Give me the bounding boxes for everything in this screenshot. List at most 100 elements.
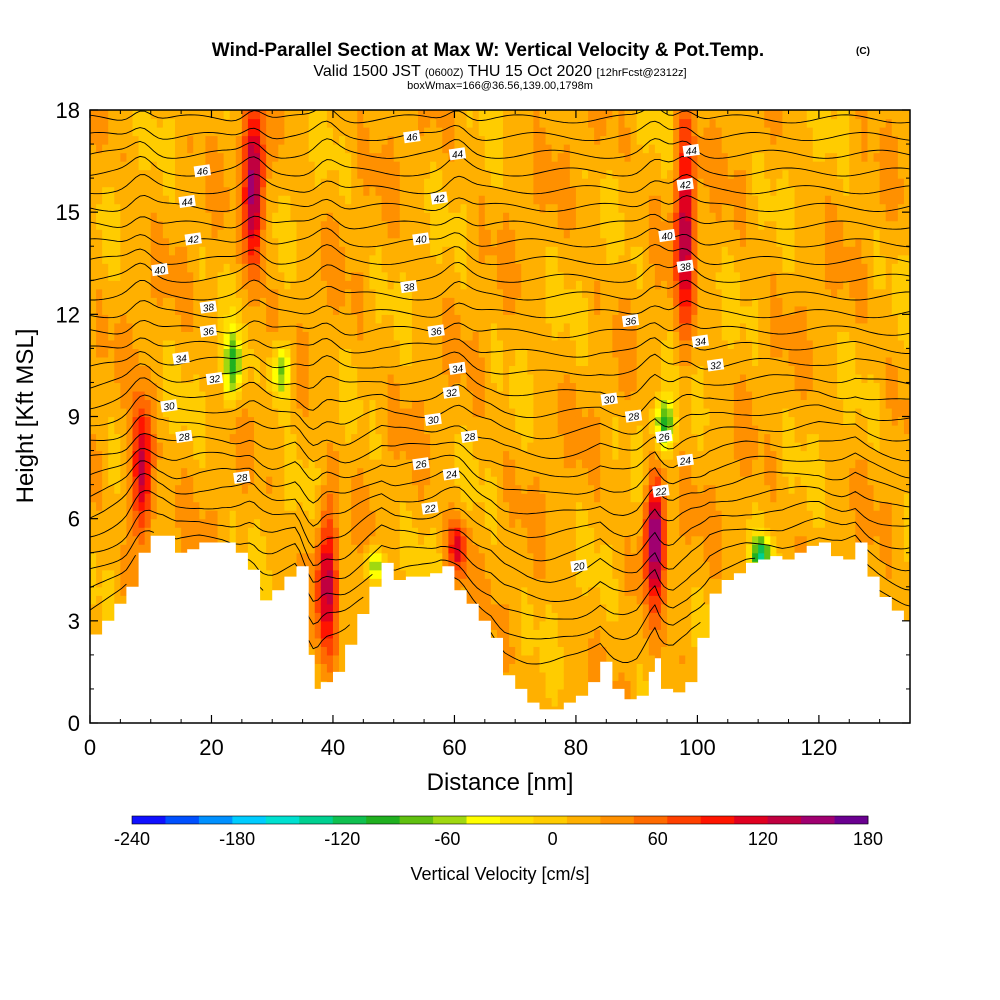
heatmap-cell — [260, 450, 267, 460]
heatmap-cell — [490, 450, 498, 460]
heatmap-cell — [326, 476, 334, 486]
heatmap-cell — [496, 467, 504, 477]
heatmap-cell — [260, 237, 267, 247]
heatmap-cell — [150, 501, 158, 511]
heatmap-cell — [96, 373, 103, 384]
heatmap-cell — [211, 527, 219, 537]
heatmap-cell — [290, 331, 298, 341]
heatmap-cell — [363, 535, 370, 545]
heatmap-cell — [430, 127, 437, 137]
heatmap-cell — [247, 365, 255, 375]
heatmap-cell — [241, 246, 249, 256]
heatmap-cell — [460, 399, 468, 409]
heatmap-cell — [114, 390, 121, 401]
heatmap-cell — [217, 314, 225, 324]
heatmap-cell — [357, 220, 364, 230]
heatmap-cell — [302, 152, 310, 162]
heatmap-cell — [290, 373, 298, 384]
heatmap-cell — [345, 212, 352, 222]
heatmap-cell — [393, 561, 401, 571]
heatmap-cell — [144, 527, 152, 537]
heatmap-cell — [254, 220, 261, 230]
heatmap-cell — [418, 161, 425, 171]
heatmap-cell — [345, 450, 352, 460]
heatmap-cell — [320, 629, 328, 639]
heatmap-cell — [393, 348, 401, 358]
heatmap-cell — [120, 237, 128, 247]
heatmap-cell — [430, 425, 437, 435]
heatmap-cell — [490, 144, 498, 154]
heatmap-cell — [496, 373, 504, 384]
heatmap-cell — [126, 356, 134, 367]
heatmap-cell — [442, 152, 449, 162]
heatmap-cell — [247, 382, 255, 392]
heatmap-cell — [266, 407, 273, 418]
heatmap-cell — [260, 305, 267, 315]
heatmap-cell — [193, 356, 200, 367]
heatmap-cell — [284, 297, 292, 307]
heatmap-cell — [496, 288, 504, 298]
heatmap-cell — [272, 127, 279, 137]
heatmap-cell — [278, 399, 285, 409]
heatmap-cell — [168, 110, 176, 120]
heatmap-cell — [387, 263, 395, 273]
heatmap-cell — [351, 110, 358, 120]
heatmap-cell — [211, 425, 219, 435]
heatmap-cell — [314, 288, 322, 298]
heatmap-cell — [114, 450, 121, 460]
heatmap-cell — [308, 459, 316, 469]
heatmap-cell — [296, 331, 304, 341]
heatmap-cell — [120, 407, 128, 418]
heatmap-cell — [272, 535, 279, 545]
heatmap-cell — [351, 186, 358, 196]
heatmap-cell — [120, 322, 128, 332]
heatmap-cell — [332, 535, 340, 545]
heatmap-cell — [332, 110, 340, 120]
heatmap-cell — [302, 314, 310, 324]
heatmap-cell — [375, 331, 383, 341]
heatmap-cell — [217, 135, 225, 145]
heatmap-cell — [393, 110, 401, 120]
heatmap-cell — [320, 603, 328, 613]
heatmap-cell — [460, 450, 468, 460]
heatmap-cell — [411, 544, 419, 554]
heatmap-cell — [266, 331, 273, 341]
heatmap-cell — [472, 331, 480, 341]
heatmap-cell — [296, 450, 304, 460]
heatmap-cell — [211, 467, 219, 477]
heatmap-cell — [357, 322, 364, 332]
heatmap-cell — [102, 416, 109, 426]
heatmap-cell — [357, 476, 364, 486]
heatmap-cell — [181, 127, 188, 137]
heatmap-cell — [357, 254, 364, 264]
heatmap-cell — [430, 510, 437, 520]
heatmap-cell — [144, 144, 152, 154]
heatmap-cell — [260, 510, 267, 520]
heatmap-cell — [381, 510, 389, 520]
heatmap-cell — [320, 671, 328, 682]
heatmap-cell — [503, 203, 510, 213]
heatmap-cell — [175, 527, 182, 537]
heatmap-cell — [351, 212, 358, 222]
heatmap-cell — [199, 135, 206, 145]
heatmap-cell — [150, 322, 158, 332]
heatmap-cell — [290, 110, 298, 120]
heatmap-cell — [484, 476, 492, 486]
heatmap-cell — [193, 433, 200, 443]
heatmap-cell — [229, 527, 237, 537]
heatmap-cell — [496, 144, 504, 154]
heatmap-cell — [466, 161, 474, 171]
heatmap-cell — [181, 297, 188, 307]
heatmap-cell — [339, 237, 346, 247]
heatmap-cell — [454, 578, 462, 588]
heatmap-cell — [460, 127, 468, 137]
heatmap-cell — [150, 450, 158, 460]
heatmap-cell — [490, 382, 498, 392]
heatmap-cell — [339, 263, 346, 273]
heatmap-cell — [308, 637, 316, 647]
heatmap-cell — [399, 263, 407, 273]
heatmap-cell — [181, 518, 188, 528]
heatmap-cell — [229, 501, 237, 511]
heatmap-cell — [490, 561, 498, 571]
heatmap-cell — [375, 569, 383, 579]
